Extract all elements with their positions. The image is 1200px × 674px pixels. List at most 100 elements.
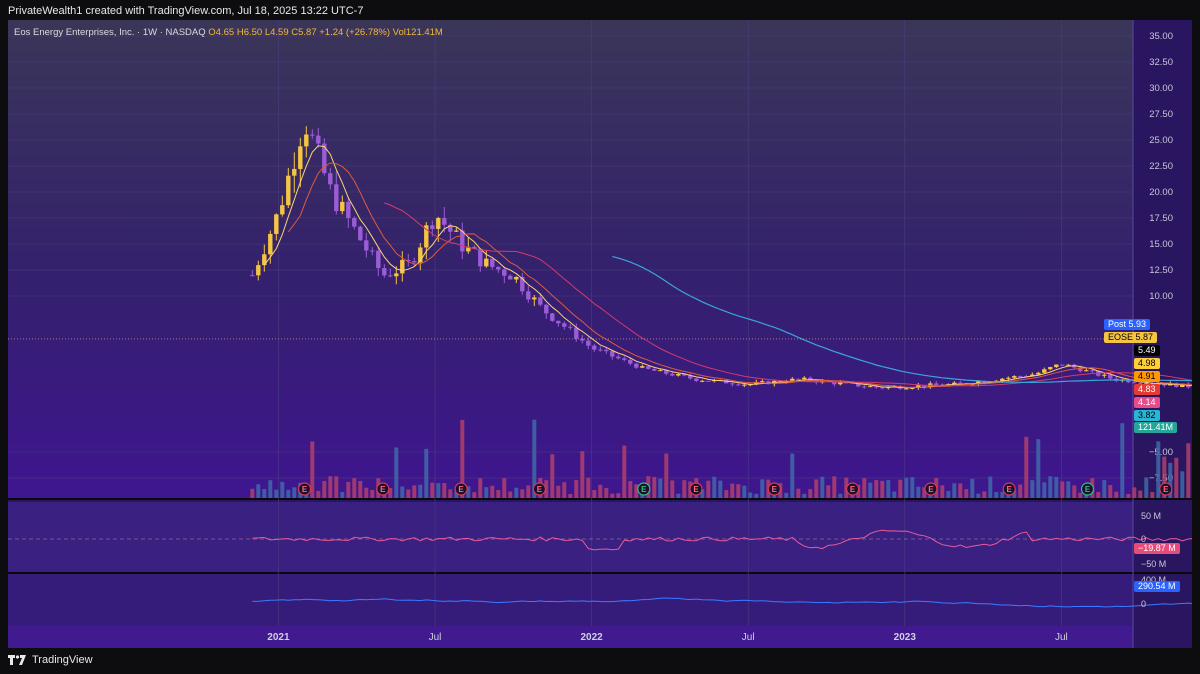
price-tag: EOSE 5.87	[1104, 332, 1158, 343]
candle-body	[490, 258, 495, 267]
volume-bar	[544, 480, 549, 498]
y-tick-label: 27.50	[1149, 109, 1173, 120]
earnings-marker-icon[interactable]	[1002, 482, 1016, 496]
volume-bar	[1168, 462, 1173, 498]
volume-bar	[952, 483, 957, 498]
candle-body	[292, 168, 297, 176]
candle-body	[274, 214, 279, 234]
candle-body	[484, 258, 489, 267]
candle-body	[1102, 374, 1107, 376]
volume-bar	[1126, 493, 1131, 498]
volume-bar	[508, 491, 513, 498]
tradingview-brand[interactable]: TradingView	[8, 654, 93, 666]
candle-body	[1138, 382, 1143, 384]
earnings-marker-icon[interactable]	[845, 482, 860, 496]
volume-bar	[1180, 471, 1185, 498]
volume-bar	[448, 489, 453, 498]
volume-bar	[1162, 456, 1167, 498]
candle-body	[766, 381, 771, 385]
candle-body	[628, 359, 633, 364]
candle-body	[340, 201, 345, 212]
earnings-marker-icon[interactable]	[767, 482, 781, 496]
candle-body	[1000, 378, 1005, 381]
volume-bar	[916, 486, 921, 498]
candle-body	[256, 265, 261, 276]
volume-bar	[1018, 484, 1023, 498]
candle-body	[634, 363, 639, 368]
earnings-marker-icon[interactable]	[297, 482, 312, 496]
volume-bar	[706, 480, 711, 498]
indicator1-tick-label: 0	[1141, 534, 1146, 544]
chart-legend: Eos Energy Enterprises, Inc. · 1W · NASD…	[14, 27, 443, 38]
volume-bar	[922, 487, 927, 498]
volume-bar	[982, 491, 987, 498]
earnings-marker-icon[interactable]	[637, 482, 651, 496]
earnings-marker-icon[interactable]	[689, 482, 703, 496]
volume-bar	[262, 488, 267, 498]
volume-bar	[1096, 492, 1101, 498]
candle-body	[646, 366, 651, 369]
volume-bar	[442, 483, 447, 498]
candle-body	[700, 380, 705, 382]
volume-bar	[700, 489, 705, 498]
earnings-marker-icon[interactable]	[454, 482, 468, 496]
earnings-marker-icon[interactable]	[1159, 482, 1173, 496]
volume-bar	[1024, 436, 1029, 498]
volume-bar	[808, 489, 813, 498]
volume-bar	[316, 490, 321, 498]
volume-bar	[562, 482, 567, 498]
ma-long-line	[384, 202, 1192, 387]
volume-bar	[400, 486, 405, 498]
volume-bar	[676, 493, 681, 498]
candle-body	[544, 304, 549, 314]
candle-body	[532, 297, 537, 300]
volume-bar	[904, 477, 909, 498]
earnings-marker-icon[interactable]	[376, 482, 390, 496]
volume-bar	[394, 447, 399, 498]
price-tag: 4.98	[1134, 358, 1160, 369]
candle-body	[550, 313, 555, 321]
volume-bar	[466, 486, 471, 498]
candle-body	[1180, 383, 1185, 388]
volume-bar	[610, 493, 615, 498]
earnings-marker-icon[interactable]	[1080, 482, 1095, 496]
volume-bar	[472, 492, 477, 498]
volume-bar	[430, 482, 435, 498]
indicator2-value-tag: 290.54 M	[1134, 581, 1180, 592]
volume-bar	[592, 490, 597, 498]
candle-body	[262, 254, 267, 266]
volume-bar	[364, 487, 369, 498]
x-tick-label: Jul	[742, 632, 755, 643]
candle-body	[880, 387, 885, 389]
candle-body	[622, 358, 627, 360]
earnings-marker-label: E	[380, 485, 386, 494]
volume-bar	[712, 476, 717, 498]
earnings-marker-icon[interactable]	[532, 482, 547, 496]
earnings-markers[interactable]: EEEEEEEEEEEEEEEEEEE	[297, 482, 1193, 496]
candle-body	[1048, 367, 1053, 370]
volume-bar	[1138, 490, 1143, 498]
candle-body	[958, 382, 963, 384]
y-tick-label: 35.00	[1149, 31, 1173, 42]
y-tick-label: 30.00	[1149, 83, 1173, 94]
candle-body	[1150, 383, 1155, 385]
volume-bar	[970, 478, 975, 498]
earnings-marker-icon[interactable]	[924, 482, 938, 496]
volume-bar	[514, 487, 519, 498]
volume-bar	[328, 476, 333, 498]
earnings-marker-label: E	[928, 485, 934, 494]
volume-bar	[334, 476, 339, 498]
earnings-marker-label: E	[458, 485, 464, 494]
volume-bar	[976, 493, 981, 498]
candle-body	[298, 146, 303, 169]
volume-bar	[838, 493, 843, 498]
candle-body	[790, 378, 795, 383]
earnings-marker-label: E	[302, 485, 308, 494]
candle-body	[328, 173, 333, 185]
price-chart[interactable]: 35.00 32.50 30.00 27.50 25.00 22.50 20.00 17.50…	[8, 20, 1192, 650]
ma-mid-line	[287, 162, 1192, 388]
volume-bar	[340, 491, 345, 498]
candle-body	[856, 383, 861, 387]
candle-body	[1030, 374, 1035, 377]
volume-bar	[880, 480, 885, 498]
